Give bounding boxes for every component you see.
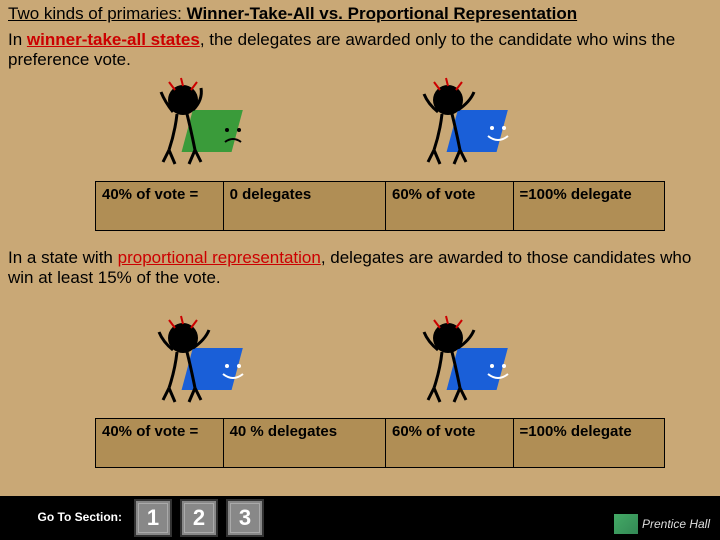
table-2: 40% of vote = 40 % delegates 60% of vote… (95, 418, 665, 468)
slide: Two kinds of primaries: Winner-Take-All … (0, 0, 720, 540)
table-cell: 40% of vote = (96, 182, 224, 230)
title-bold: Winner-Take-All vs. Proportional Represe… (187, 4, 578, 23)
table-cell: 60% of vote (386, 419, 514, 467)
figure-happy-2 (155, 310, 265, 410)
para1-red: winner-take-all states (27, 30, 200, 49)
paragraph-1: In winner-take-all states, the delegates… (8, 30, 712, 71)
table-1: 40% of vote = 0 delegates 60% of vote =1… (95, 181, 665, 231)
nav-label: 2 (193, 505, 205, 531)
nav-button-1[interactable]: 1 (134, 499, 172, 537)
table-cell: =100% delegate (514, 182, 664, 230)
figures-row-2 (0, 310, 720, 385)
nav-button-2[interactable]: 2 (180, 499, 218, 537)
table-cell: =100% delegate (514, 419, 664, 467)
figures-row-1 (0, 72, 720, 147)
para1-a: In (8, 30, 27, 49)
para2-a: In a state with (8, 248, 118, 267)
figure-happy-3 (420, 310, 530, 410)
para2-red: proportional representation (118, 248, 321, 267)
nav-button-3[interactable]: 3 (226, 499, 264, 537)
table-cell: 60% of vote (386, 182, 514, 230)
table-cell: 0 delegates (224, 182, 386, 230)
footer: Go To Section: 1 2 3 Prentice Hall (0, 496, 720, 540)
title-prefix: Two kinds of primaries: (8, 4, 187, 23)
table-cell: 40 % delegates (224, 419, 386, 467)
figure-sad (155, 72, 265, 172)
goto-label: Go To Section: (0, 511, 130, 524)
slide-title: Two kinds of primaries: Winner-Take-All … (8, 4, 712, 24)
nav-label: 1 (147, 505, 159, 531)
publisher-logo: Prentice Hall (614, 514, 710, 534)
paragraph-2: In a state with proportional representat… (8, 248, 712, 289)
nav-label: 3 (239, 505, 251, 531)
logo-mark-icon (614, 514, 638, 534)
figure-happy (420, 72, 530, 172)
table-cell: 40% of vote = (96, 419, 224, 467)
logo-text: Prentice Hall (642, 517, 710, 531)
